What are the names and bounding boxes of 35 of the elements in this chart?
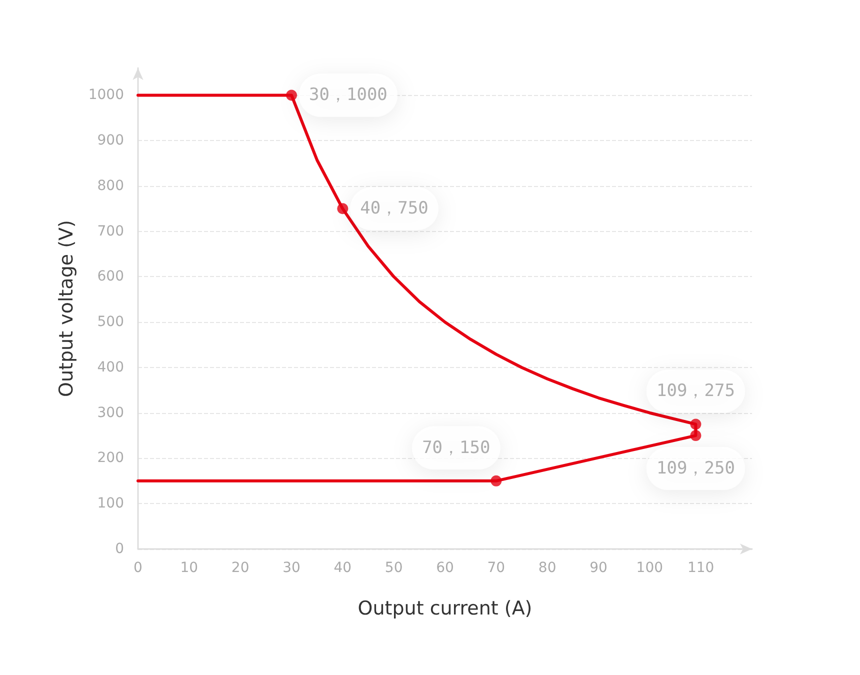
y-tick-label: 400 <box>97 359 124 376</box>
y-tick-label: 1000 <box>88 87 124 104</box>
data-label: 109，250 <box>656 458 735 479</box>
y-tick-label: 900 <box>97 132 124 149</box>
y-tick-label: 500 <box>97 314 124 330</box>
x-tick-label: 10 <box>180 560 198 576</box>
data-label: 30，1000 <box>309 85 388 106</box>
y-tick-label: 100 <box>97 496 124 512</box>
x-tick-label: 100 <box>636 560 664 576</box>
x-tick-label: 60 <box>436 560 454 576</box>
x-tick-label: 90 <box>590 560 608 576</box>
x-tick-label: 30 <box>282 560 300 576</box>
y-tick-label: 600 <box>97 268 124 285</box>
x-tick-label: 110 <box>687 560 714 576</box>
data-label: 109，275 <box>656 381 735 402</box>
y-tick-label: 200 <box>97 450 124 466</box>
x-tick-label: 40 <box>334 560 352 576</box>
x-tick-label: 50 <box>384 560 403 576</box>
data-label: 40，750 <box>360 198 428 219</box>
point <box>337 203 348 214</box>
x-tick-label: 0 <box>134 560 142 576</box>
y-tick-label: 700 <box>97 223 124 240</box>
point <box>690 418 702 430</box>
data-label: 70，150 <box>422 438 490 458</box>
x-tick-label: 80 <box>538 560 556 576</box>
point <box>286 90 297 101</box>
x-axis-title: Output current (A) <box>358 598 532 620</box>
point <box>690 430 702 442</box>
point <box>490 475 502 486</box>
y-tick-label: 800 <box>97 178 124 194</box>
x-tick-label: 70 <box>487 560 506 576</box>
y-axis-title: Output voltage (V) <box>56 220 78 397</box>
y-tick-label: 300 <box>97 404 124 421</box>
x-tick-label: 20 <box>231 560 250 576</box>
y-tick-label: 0 <box>115 541 124 557</box>
